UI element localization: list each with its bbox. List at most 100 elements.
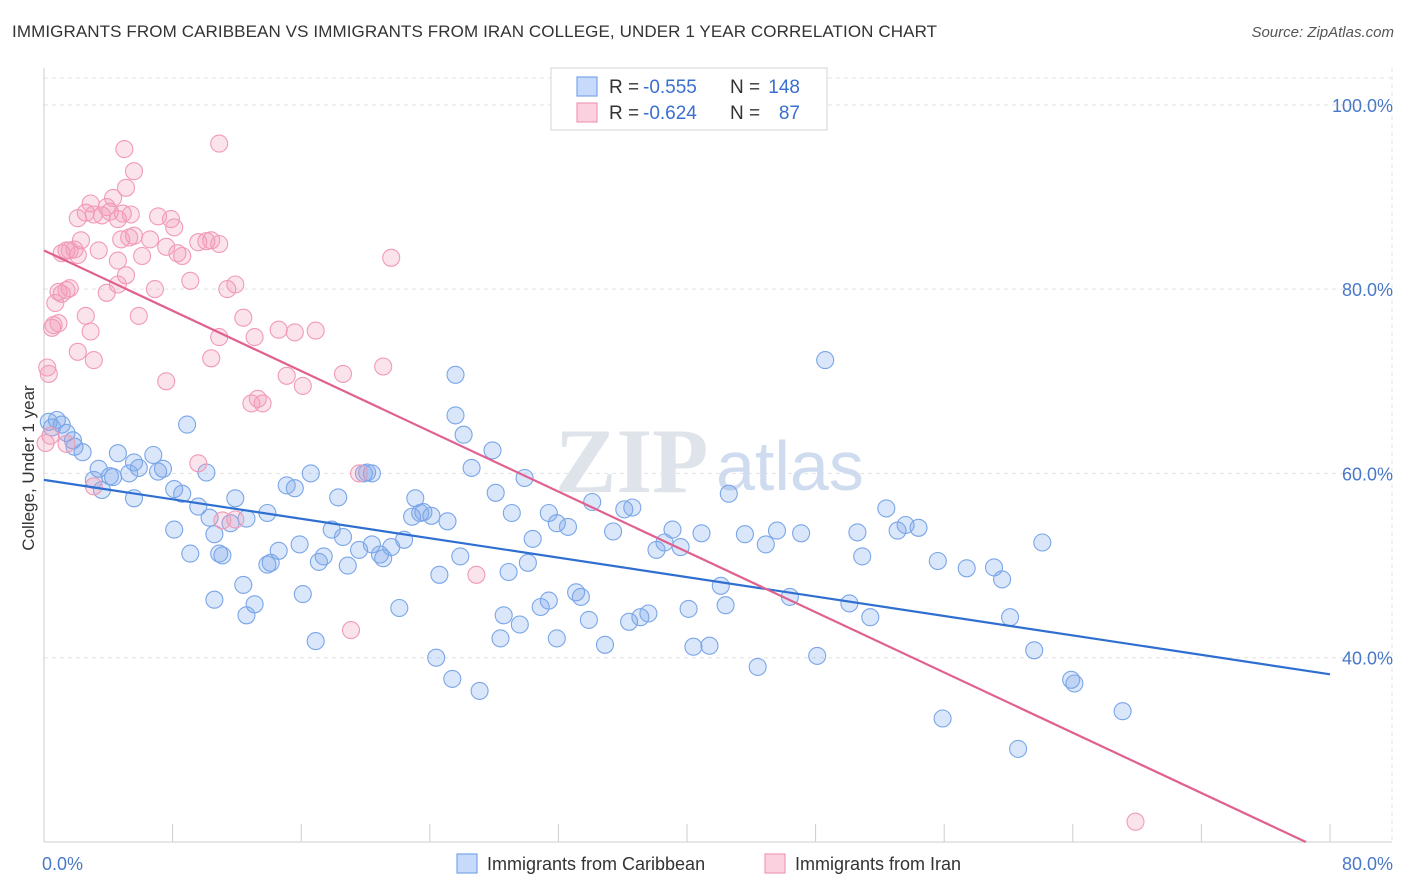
iran-point-54: [277, 366, 296, 385]
caribbean-point-125: [848, 523, 867, 542]
iran-point-48: [226, 275, 245, 294]
legend-swatch-caribbean: [576, 76, 598, 97]
caribbean-point-74: [454, 425, 473, 444]
y-tick-label-1: 60.0%: [1342, 464, 1393, 484]
iran-point-52: [248, 389, 267, 408]
caribbean-point-46: [293, 585, 312, 604]
trend-lines: [43, 249, 1331, 843]
caribbean-point-144: [362, 464, 381, 483]
caribbean-point-35: [213, 546, 232, 565]
iran-point-83: [467, 565, 486, 584]
caribbean-point-112: [700, 636, 719, 655]
series-caribbean-points: [39, 351, 1132, 758]
caribbean-point-92: [547, 514, 566, 533]
caribbean-point-145: [486, 483, 505, 502]
caribbean-point-77: [470, 681, 489, 700]
caribbean-point-22: [173, 484, 192, 503]
caribbean-point-104: [639, 604, 658, 623]
caribbean-point-50: [306, 632, 325, 651]
legend-n-label-0: N =: [730, 77, 760, 98]
iran-point-42: [181, 271, 200, 290]
iran-point-55: [285, 323, 304, 342]
caribbean-point-70: [438, 512, 457, 531]
caribbean-point-42: [269, 541, 288, 560]
caribbean-point-116: [735, 525, 754, 544]
iran-point-1: [39, 364, 58, 383]
iran-point-71: [84, 351, 103, 370]
caribbean-point-73: [451, 547, 470, 566]
series-legend: Immigrants from Caribbean Immigrants fro…: [456, 853, 961, 874]
legend-n-value-0: 148: [768, 77, 800, 98]
caribbean-point-68: [422, 506, 441, 525]
caribbean-point-75: [446, 406, 465, 425]
caribbean-point-87: [518, 553, 537, 572]
iran-point-72: [68, 342, 87, 361]
iran-point-40: [168, 244, 187, 263]
caribbean-point-33: [181, 544, 200, 563]
iran-point-50: [245, 328, 264, 347]
iran-point-24: [104, 188, 123, 207]
caribbean-point-82: [502, 503, 521, 523]
y-tick-label-0: 40.0%: [1342, 649, 1393, 669]
iran-point-29: [124, 162, 144, 181]
legend-r-value-1: -0.624: [643, 103, 697, 124]
axes: [43, 68, 1392, 843]
caribbean-point-137: [1001, 608, 1020, 627]
caribbean-point-96: [579, 610, 598, 629]
caribbean-point-38: [237, 606, 256, 625]
caribbean-point-117: [748, 657, 767, 676]
caribbean-point-142: [1065, 674, 1084, 693]
caribbean-point-127: [861, 608, 880, 627]
caribbean-point-54: [333, 527, 353, 547]
chart-title: IMMIGRANTS FROM CARIBBEAN VS IMMIGRANTS …: [12, 22, 938, 41]
caribbean-point-3: [52, 415, 71, 434]
iran-point-30: [115, 140, 134, 159]
caribbean-point-52: [329, 488, 348, 507]
iran-point-59: [350, 464, 369, 483]
caribbean-point-19: [104, 468, 123, 487]
caribbean-point-51: [322, 520, 341, 539]
iran-point-60: [341, 621, 361, 640]
caribbean-point-65: [406, 489, 425, 508]
iran-point-58: [333, 364, 353, 383]
iran-point-46: [210, 234, 229, 254]
iran-point-62: [382, 248, 401, 267]
iran-point-19: [68, 209, 87, 228]
caribbean-point-115: [719, 484, 738, 503]
iran-point-0: [38, 358, 57, 377]
x-tick-label-1: 80.0%: [1342, 854, 1393, 874]
caribbean-point-6: [73, 443, 92, 462]
caribbean-point-16: [149, 462, 168, 481]
caribbean-point-36: [234, 575, 253, 594]
iran-point-75: [36, 433, 55, 453]
caribbean-point-107: [663, 520, 682, 539]
caribbean-point-86: [523, 529, 542, 548]
source-credit: Source: ZipAtlas.com: [1251, 24, 1394, 41]
legend-r-value-0: -0.555: [643, 77, 697, 98]
iran-point-20: [89, 241, 108, 260]
caribbean-point-114: [716, 596, 735, 615]
iran-point-14: [60, 241, 79, 260]
caribbean-point-89: [539, 591, 558, 610]
legend-r-label-0: R =: [609, 77, 639, 98]
caribbean-point-110: [684, 637, 703, 656]
legend-n-label-1: N =: [730, 103, 760, 124]
caribbean-point-121: [792, 524, 811, 543]
iran-point-70: [81, 322, 100, 341]
caribbean-point-122: [808, 646, 827, 665]
caribbean-point-69: [430, 565, 449, 584]
caribbean-point-44: [285, 479, 304, 498]
iran-point-56: [293, 376, 312, 395]
caribbean-point-118: [756, 535, 775, 554]
y-tick-labels: 40.0% 60.0% 80.0% 100.0%: [1332, 96, 1393, 669]
caribbean-point-23: [178, 415, 197, 434]
iran-point-39: [165, 218, 184, 237]
caribbean-point-119: [767, 521, 787, 540]
caribbean-point-126: [853, 547, 872, 566]
iran-point-68: [157, 372, 176, 391]
legend-n-value-1: 87: [779, 103, 800, 124]
iran-point-5: [46, 293, 65, 313]
caribbean-point-111: [692, 524, 711, 543]
caribbean-point-72: [443, 669, 462, 688]
watermark: ZIP atlas: [555, 410, 864, 512]
